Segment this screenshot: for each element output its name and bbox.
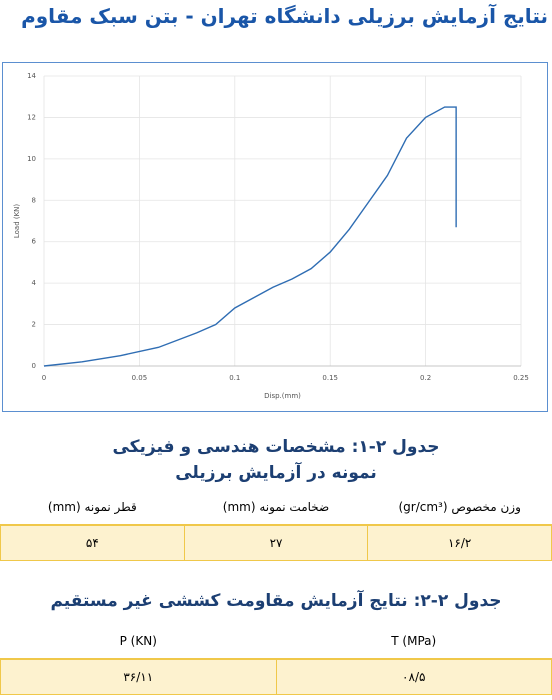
table1-caption: جدول ۲-۱: مشخصات هندسی و فیزیکی نمونه در… [0,434,552,486]
y-tick-label: 8 [32,196,36,204]
y-tick-label: 6 [32,238,37,246]
header-cell: قطر نمونه (mm) [47,500,137,514]
header-cell: P (KN) [119,634,157,648]
y-tick-label: 10 [27,155,36,163]
value-row: ۱۶/۲ ۲۷ ۵۴ [0,524,552,561]
x-tick-label: 0.15 [322,374,338,382]
value-cell: ۳۶/۱۱ [0,658,277,695]
header-cell: وزن مخصوص (gr/cm³) [398,500,521,514]
y-tick-label: 2 [32,321,36,329]
value-row: ۰۸/۵ ۳۶/۱۱ [0,658,552,695]
header-cell: ضخامت نمونه (mm) [222,500,330,514]
y-tick-label: 12 [27,113,36,121]
chart: 0 2 4 6 8 10 12 14 0 0.05 0.1 0.15 0.2 0.25 Disp.(mm) L… [2,62,548,412]
y-tick-label: 0 [32,362,36,370]
y-axis-label: Load (KN) [13,204,21,239]
table1: وزن مخصوص (gr/cm³) ضخامت نمونه (mm) قطر … [0,490,552,561]
header-row: وزن مخصوص (gr/cm³) ضخامت نمونه (mm) قطر … [1,490,552,525]
caption-line: جدول ۲-۲: نتایج آزمایش مقاومت کششی غیر م… [50,591,502,611]
value-cell: ۱۶/۲ [367,524,552,561]
header-cell: T (MPa) [391,634,437,648]
caption-line: جدول ۲-۱: مشخصات هندسی و فیزیکی [112,437,440,457]
caption-line: نمونه در آزمایش برزیلی [175,463,377,483]
x-tick-label: 0.05 [132,374,148,382]
x-tick-label: 0.25 [513,374,529,382]
data-line [43,106,457,367]
x-tick-label: 0.1 [229,374,240,382]
y-tick-label: 14 [27,72,36,80]
x-tick-label: 0.2 [420,374,431,382]
value-cell: ۲۷ [183,524,369,561]
y-tick-label: 4 [32,279,37,287]
x-axis-label: Disp.(mm) [264,392,301,400]
value-cell: ۰۸/۵ [275,658,552,695]
page-title: نتایج آزمایش برزیلی دانشگاه تهران - بتن … [21,4,548,28]
x-tick-label: 0 [42,374,46,382]
table2: T (MPa) P (KN) ۰۸/۵ ۳۶/۱۱ [0,624,552,695]
value-cell: ۵۴ [0,524,185,561]
header-row: T (MPa) P (KN) [1,624,552,659]
table2-caption: جدول ۲-۲: نتایج آزمایش مقاومت کششی غیر م… [0,588,552,614]
